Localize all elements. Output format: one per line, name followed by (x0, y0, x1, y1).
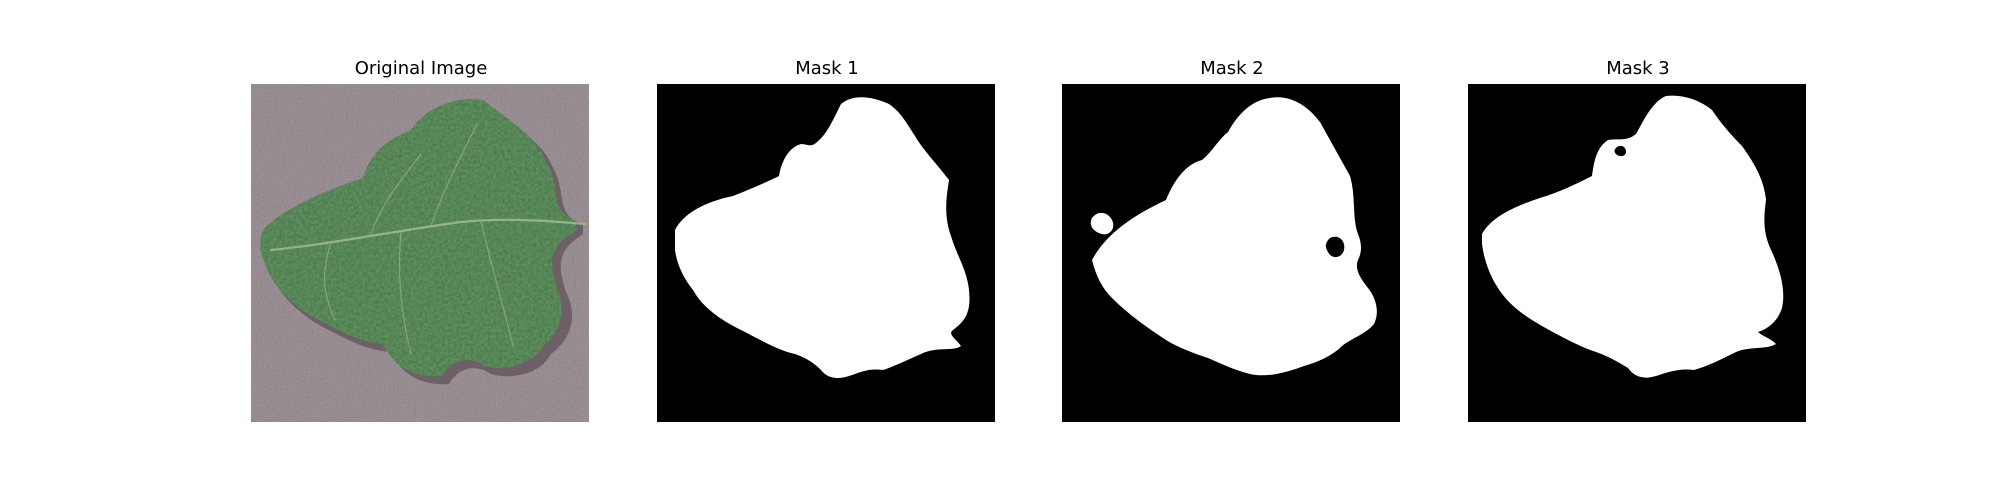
panel-title-original-image: Original Image (354, 58, 488, 79)
mask-region (1092, 97, 1377, 376)
mask-1-image (657, 84, 995, 422)
original-image (251, 84, 589, 422)
panel-title-mask-2: Mask 2 (1200, 58, 1264, 79)
mask-3-image (1468, 84, 1806, 422)
mask-region (675, 97, 970, 378)
panel-original-image: Original Image (251, 0, 591, 500)
leaf-side-vein (324, 241, 336, 321)
mask-hole (1614, 145, 1626, 157)
mask-1 (657, 84, 995, 422)
leaf-side-vein (480, 221, 514, 347)
panel-mask-2: Mask 2 (1062, 0, 1402, 500)
mask-blob (1090, 212, 1114, 235)
leaf-side-vein (430, 123, 478, 227)
mask-hole (1325, 236, 1345, 258)
mask-3 (1468, 84, 1806, 422)
panel-title-mask-1: Mask 1 (795, 58, 859, 79)
mask-2-image (1062, 84, 1400, 422)
mask-2 (1062, 84, 1400, 422)
leaf-photo (251, 84, 589, 422)
leaf-side-vein (398, 231, 412, 355)
leaf-body (260, 99, 577, 377)
mask-blob (1115, 230, 1132, 246)
panel-mask-1: Mask 1 (657, 0, 997, 500)
leaf-main-vein (269, 218, 587, 252)
panel-title-mask-3: Mask 3 (1606, 58, 1670, 79)
mask-region (1482, 95, 1784, 378)
panel-mask-3: Mask 3 (1468, 0, 1808, 500)
leaf-side-vein (370, 153, 422, 235)
